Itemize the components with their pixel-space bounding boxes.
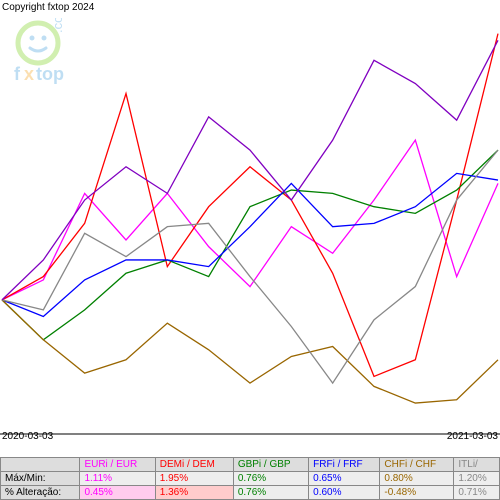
cell-chg: 1.36% [155,486,233,500]
series-FRFi/FRF [2,173,498,316]
series-purple [2,40,498,300]
cell-chg: 0.45% [80,486,155,500]
cell-max: 1.20% [454,472,500,486]
col-header: CHFi / CHF [380,458,454,472]
cell-max: 1.11% [80,472,155,486]
row-label-chg: % Alteração: [1,486,80,500]
col-header: FRFi / FRF [309,458,380,472]
series-GBPi/GBP [2,150,498,340]
cell-chg: 0.60% [309,486,380,500]
stats-table: EURi / EURDEMi / DEMGBPi / GBPFRFi / FRF… [0,457,500,500]
x-axis-end: 2021-03-03 [447,431,498,442]
x-axis-start: 2020-03-03 [2,431,53,442]
copyright-text: Copyright fxtop 2024 [2,2,94,13]
cell-max: 0.76% [233,472,308,486]
line-chart [0,15,500,435]
cell-max: 0.80% [380,472,454,486]
series-ITLi/ITL [2,150,498,383]
col-header: EURi / EUR [80,458,155,472]
col-header: GBPi / GBP [233,458,308,472]
cell-max: 1.95% [155,472,233,486]
col-header: DEMi / DEM [155,458,233,472]
cell-chg: -0.48% [380,486,454,500]
cell-chg: 0.71% [454,486,500,500]
col-header: ITLi/ [454,458,500,472]
table-corner [1,458,80,472]
row-label-max: Máx/Min: [1,472,80,486]
cell-chg: 0.76% [233,486,308,500]
series-DEMi/DEM [2,34,498,377]
cell-max: 0.65% [309,472,380,486]
